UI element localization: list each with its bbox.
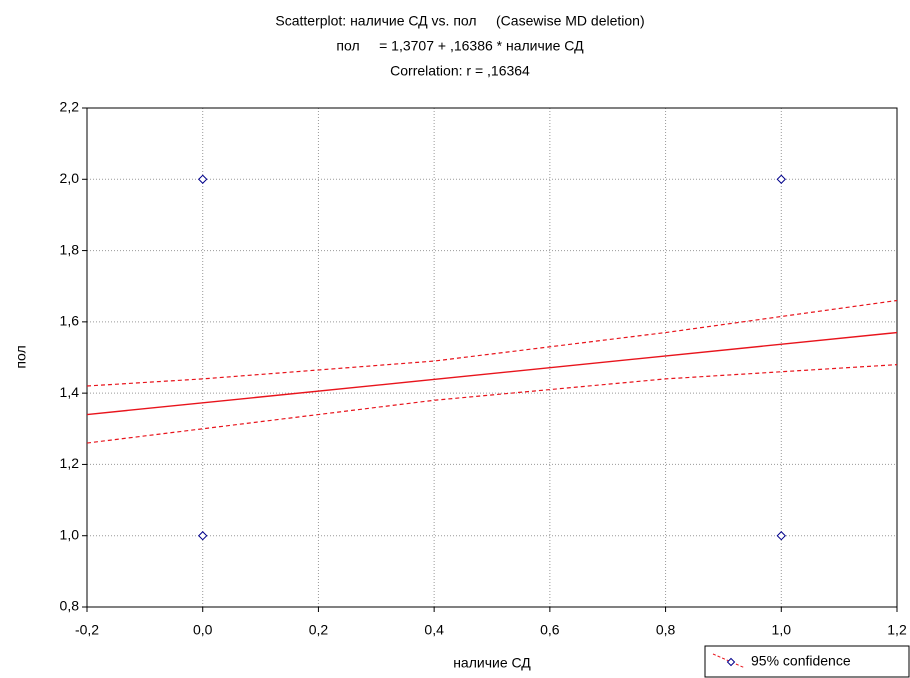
plot-frame [86, 107, 898, 608]
scatter-point [198, 531, 208, 541]
y-tick-label: 1,0 [60, 526, 80, 542]
legend-marker [726, 657, 736, 667]
chart-title: Scatterplot: наличие СД vs. пол (Casewis… [275, 13, 644, 29]
x-tick-label: 0,8 [656, 622, 676, 638]
y-tick-label: 2,0 [60, 170, 80, 186]
y-tick-label: 1,2 [60, 455, 80, 471]
scatter-point [776, 531, 786, 541]
x-tick-label: 0,2 [309, 622, 329, 638]
confidence-upper [86, 299, 898, 387]
legend-box [704, 645, 910, 678]
chart-subtitle: пол = 1,3707 + ,16386 * наличие СД [336, 38, 584, 54]
scatter-point [776, 174, 786, 184]
y-tick-label: 1,8 [60, 241, 80, 257]
x-tick-label: 0,6 [540, 622, 560, 638]
confidence-lower [86, 364, 898, 444]
legend-label: 95% confidence [751, 653, 851, 669]
x-tick-label: 1,0 [772, 622, 792, 638]
y-tick-label: 1,4 [60, 384, 80, 400]
y-axis-label: пол [13, 345, 29, 368]
annotation: Correlation: r = ,16364 [390, 63, 530, 79]
y-tick-label: 2,2 [60, 99, 80, 115]
fit-line [86, 331, 898, 416]
scatter-point [198, 174, 208, 184]
x-tick-label: 0,0 [193, 622, 213, 638]
y-tick-label: 1,6 [60, 313, 80, 329]
x-axis-label: наличие СД [453, 655, 531, 671]
x-tick-label: -0,2 [75, 622, 99, 638]
x-tick-label: 1,2 [887, 622, 907, 638]
x-tick-label: 0,4 [424, 622, 444, 638]
y-tick-label: 0,8 [60, 598, 80, 614]
